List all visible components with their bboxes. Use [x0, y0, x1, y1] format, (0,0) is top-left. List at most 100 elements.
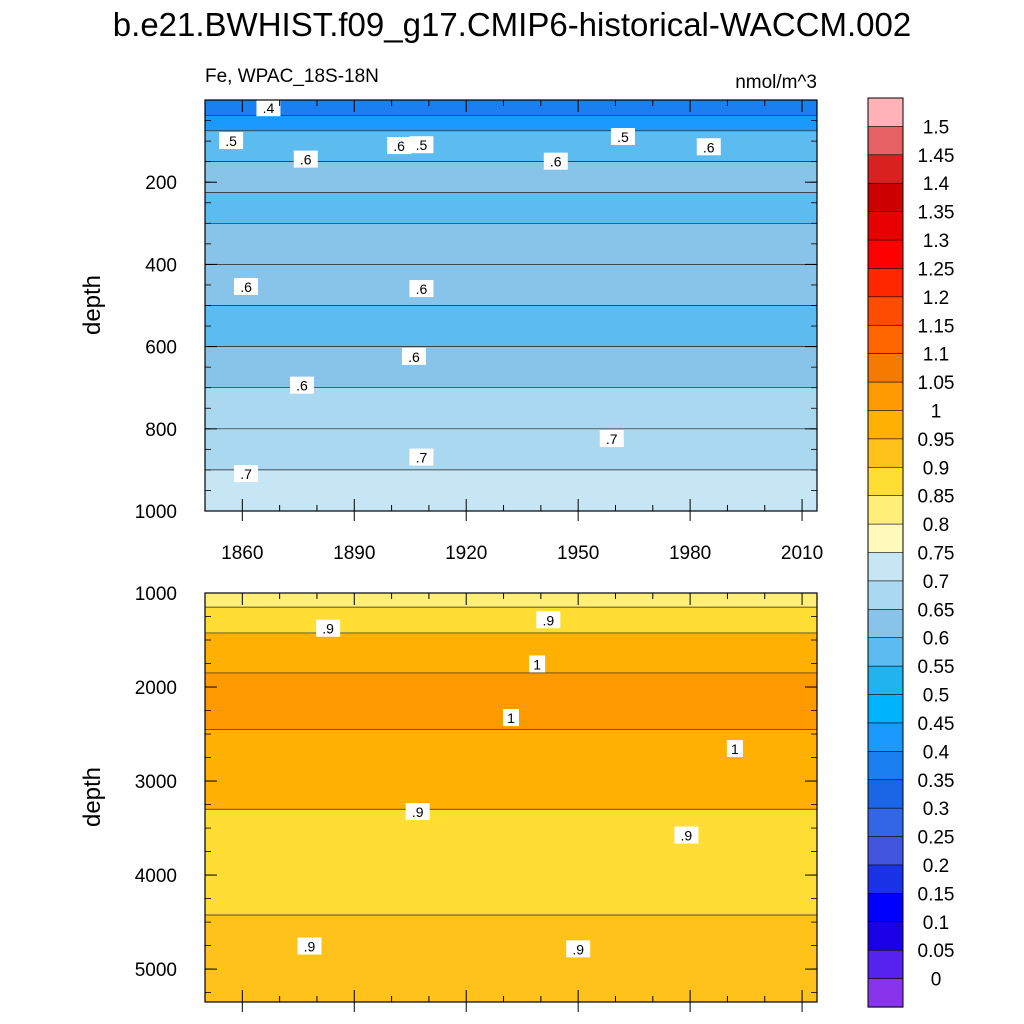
- y-tick-label: 1000: [135, 584, 177, 605]
- contour-label-box: [726, 740, 743, 758]
- x-tick-label: 1950: [557, 543, 599, 564]
- colorbar-label: 0.85: [918, 487, 955, 508]
- colorbar-swatch: [867, 609, 904, 639]
- contour-label: .9: [542, 612, 554, 628]
- colorbar-label: 0.5: [923, 686, 949, 707]
- contour-label-box: [297, 937, 322, 955]
- contour-label-box: [219, 132, 244, 150]
- colorbar-label: 0.4: [923, 742, 950, 763]
- contour-label: .9: [681, 828, 693, 844]
- colorbar-label: 1.1: [923, 345, 949, 366]
- depth-band: [205, 100, 817, 116]
- colorbar-label: 0.95: [918, 430, 955, 451]
- x-tick-label: 1920: [445, 543, 487, 564]
- contour-label: .5: [225, 133, 237, 149]
- contour-label-box: [536, 611, 561, 629]
- colorbar-swatch: [867, 552, 904, 582]
- depth-band: [205, 469, 817, 511]
- contour-label-box: [234, 278, 259, 296]
- colorbar-swatch: [867, 864, 904, 894]
- y-tick-label: 5000: [135, 960, 177, 981]
- colorbar-swatch: [867, 410, 904, 440]
- colorbar-swatch: [867, 296, 904, 326]
- contour-label-box: [234, 465, 259, 483]
- colorbar-label: 0.75: [918, 544, 955, 565]
- colorbar-swatch: [867, 807, 904, 838]
- colorbar-swatch: [867, 239, 904, 270]
- depth-band: [205, 593, 817, 608]
- contour-label-box: [316, 619, 341, 637]
- depth-band: [205, 607, 817, 634]
- colorbar: 1.5 1.45 1.4 1.35 1.3 1.25 1.2 1.15 1.1 1.05 1 0.95…: [867, 97, 955, 1008]
- contour-label: 1: [507, 710, 515, 726]
- colorbar-swatch: [867, 381, 904, 412]
- colorbar-swatch: [867, 751, 904, 781]
- colorbar-label: 1.35: [918, 203, 955, 224]
- colorbar-swatch: [867, 836, 904, 866]
- contour-label-box: [387, 137, 412, 155]
- colorbar-swatch: [867, 182, 904, 213]
- colorbar-label: 1.05: [918, 373, 955, 394]
- depth-band: [205, 223, 817, 265]
- depth-band: [205, 387, 817, 430]
- colorbar-label: 1: [931, 401, 942, 422]
- contour-label: .6: [416, 281, 428, 297]
- colorbar-label: 0.15: [918, 884, 955, 905]
- contour-label-box: [599, 430, 624, 448]
- y-tick-label: 800: [145, 420, 177, 441]
- colorbar-swatch: [867, 353, 904, 383]
- colorbar-label: 0.8: [923, 515, 949, 536]
- colorbar-label: 1.3: [923, 231, 949, 252]
- colorbar-label: 0.25: [918, 828, 955, 849]
- contour-label-box: [409, 280, 434, 298]
- contour-label: 1: [731, 741, 739, 757]
- colorbar-swatch: [867, 268, 904, 298]
- contour-label-box: [503, 709, 519, 727]
- colorbar-swatch: [867, 694, 904, 724]
- x-tick-label: 1890: [333, 543, 375, 564]
- y-tick-label: 3000: [135, 772, 177, 793]
- x-tick-label: 1860: [221, 543, 263, 564]
- depth-band: [205, 115, 817, 132]
- colorbar-swatch: [867, 154, 904, 184]
- depth-band: [205, 428, 817, 471]
- depth-band: [205, 264, 817, 306]
- y-tick-label: 200: [145, 173, 177, 194]
- contour-label: .5: [416, 137, 428, 153]
- units-label: nmol/m^3: [735, 72, 817, 93]
- colorbar-label: 0.65: [918, 600, 955, 621]
- colorbar-swatch: [867, 438, 904, 468]
- x-tick-label: 1980: [669, 543, 711, 564]
- y-tick-label: 400: [145, 255, 177, 276]
- contour-label: .4: [263, 100, 275, 116]
- x-tick-label: 2010: [781, 543, 823, 564]
- figure-title: b.e21.BWHIST.f09_g17.CMIP6-historical-WA…: [112, 6, 912, 43]
- contour-label-box: [696, 138, 721, 156]
- colorbar-label: 0.05: [918, 941, 955, 962]
- contour-label: .9: [304, 939, 316, 955]
- colorbar-label: 1.2: [923, 288, 949, 309]
- contour-label: .7: [416, 450, 428, 466]
- contour-label-box: [610, 127, 635, 145]
- contour-label: .6: [408, 349, 420, 365]
- depth-band: [205, 632, 817, 674]
- colorbar-swatch: [867, 637, 904, 667]
- contour-label-box: [529, 655, 546, 673]
- contour-label-box: [566, 940, 591, 958]
- colorbar-swatch: [867, 949, 904, 980]
- contour-label: .7: [606, 431, 618, 447]
- contour-label: .6: [703, 139, 715, 155]
- y-tick-label: 1000: [135, 502, 177, 523]
- contour-label: .6: [296, 378, 308, 394]
- colorbar-swatch: [867, 97, 904, 128]
- contour-label: .9: [322, 621, 334, 637]
- colorbar-label: 0.2: [923, 856, 949, 877]
- contour-label: .6: [550, 154, 562, 170]
- contour-label: .9: [572, 941, 584, 957]
- depth-band: [205, 915, 817, 1002]
- contour-label: .6: [393, 138, 405, 154]
- contour-label: .6: [300, 152, 312, 168]
- colorbar-swatch: [867, 126, 904, 156]
- colorbar-label: 0.55: [918, 657, 955, 678]
